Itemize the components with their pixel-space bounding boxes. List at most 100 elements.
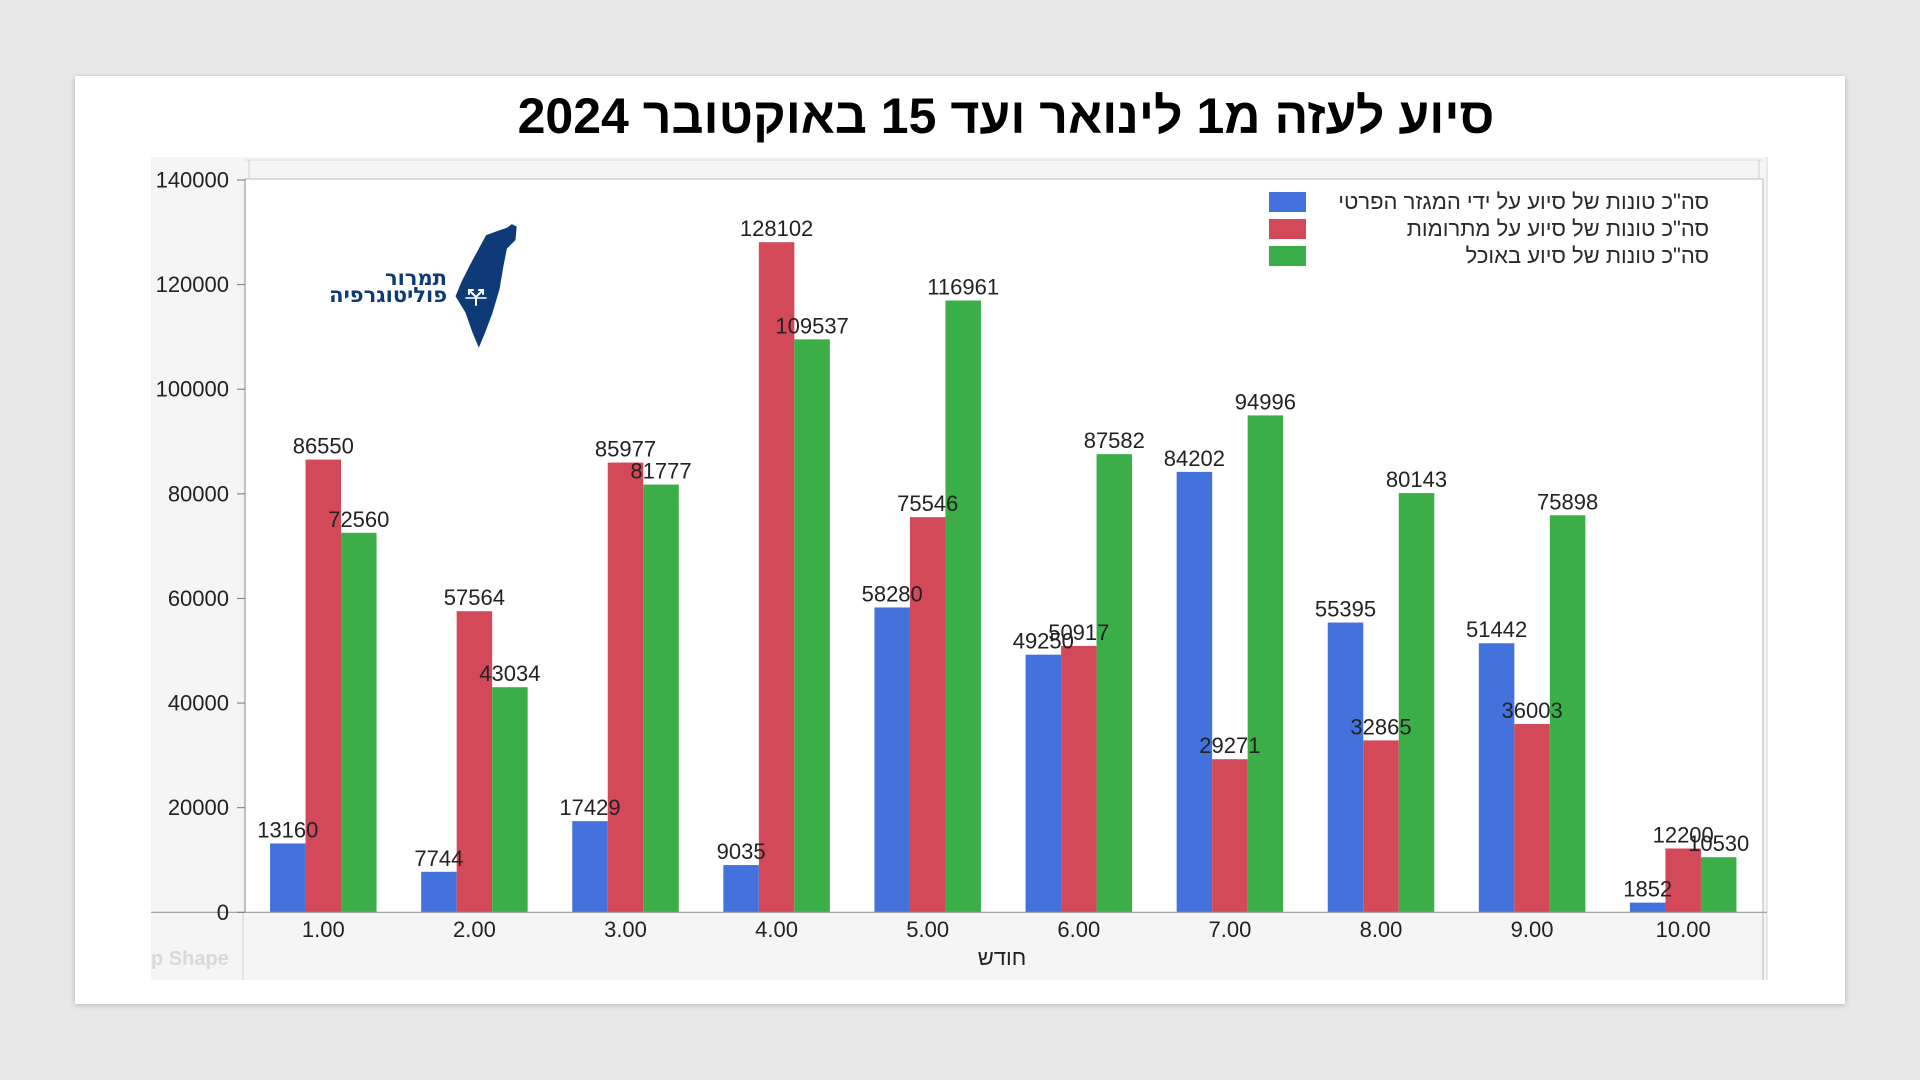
x-tick-label: 2.00 xyxy=(453,917,496,942)
bar-private-sector-month-10 xyxy=(1629,902,1666,913)
data-label-donations-month-6: 50917 xyxy=(1048,620,1109,645)
y-axis: 0 20000 40000 60000 80000 100000 120000 140000 xyxy=(156,168,245,925)
data-label-private-sector-month-7: 84202 xyxy=(1164,446,1225,471)
legend-label-private-sector: סה"כ טונות של סיוע על ידי המגזר הפרטי xyxy=(1338,189,1709,214)
legend-swatch-food xyxy=(1269,246,1306,266)
data-label-private-sector-month-9: 51442 xyxy=(1466,617,1527,642)
bar-food-month-9 xyxy=(1549,515,1586,913)
data-label-food-month-8: 80143 xyxy=(1386,467,1447,492)
x-tick-label: 6.00 xyxy=(1057,917,1100,942)
data-label-donations-month-2: 57564 xyxy=(444,585,505,610)
bar-food-month-10 xyxy=(1700,857,1737,913)
bar-donations-month-6 xyxy=(1061,645,1097,913)
bar-private-sector-month-4 xyxy=(723,865,759,913)
data-label-private-sector-month-2: 7744 xyxy=(414,846,463,871)
legend-label-donations: סה"כ טונות של סיוע על מתרומות xyxy=(1406,216,1709,241)
bar-food-month-7 xyxy=(1247,415,1284,913)
bar-food-month-3 xyxy=(643,484,679,913)
data-label-donations-month-8: 32865 xyxy=(1350,714,1411,739)
x-tick-label: 3.00 xyxy=(604,917,647,942)
bar-food-month-5 xyxy=(945,300,981,913)
y-tick-label: 100000 xyxy=(156,377,229,402)
logo xyxy=(455,224,517,348)
data-label-private-sector-month-5: 58280 xyxy=(862,581,923,606)
bar-food-month-6 xyxy=(1096,454,1133,913)
y-tick-label: 140000 xyxy=(156,168,229,193)
data-label-food-month-5: 116961 xyxy=(927,275,999,300)
data-label-donations-month-7: 29271 xyxy=(1199,733,1260,758)
y-tick-label: 20000 xyxy=(168,795,229,820)
bar-donations-month-3 xyxy=(607,462,644,913)
data-label-donations-month-1: 86550 xyxy=(293,434,354,459)
bar-donations-month-4 xyxy=(758,242,795,913)
bar-private-sector-month-7 xyxy=(1176,471,1213,913)
data-label-food-month-10: 10530 xyxy=(1688,831,1749,856)
legend-item-donations: סה"כ טונות של סיוע על מתרומות xyxy=(1269,217,1709,241)
legend-item-food: סה"כ טונות של סיוע באוכל xyxy=(1269,244,1709,268)
data-label-donations-month-10: 12200 xyxy=(1653,822,1714,847)
road-sign-fork-icon xyxy=(465,289,487,306)
data-label-private-sector-month-3: 17429 xyxy=(559,795,620,820)
bar-donations-month-1 xyxy=(305,459,342,913)
x-tick-label: 5.00 xyxy=(906,917,949,942)
data-label-food-month-9: 75898 xyxy=(1537,489,1598,514)
bar-private-sector-month-9 xyxy=(1478,643,1515,913)
data-label-donations-month-3: 85977 xyxy=(595,437,656,462)
bar-donations-month-9 xyxy=(1514,723,1550,913)
bar-donations-month-8 xyxy=(1363,740,1399,913)
data-label-private-sector-month-6: 49250 xyxy=(1013,629,1074,654)
bars-group xyxy=(270,242,1737,913)
bar-food-month-8 xyxy=(1398,493,1435,913)
x-tick-label: 8.00 xyxy=(1360,917,1403,942)
x-axis-title: חודש xyxy=(977,945,1027,970)
x-axis: 1.00 2.00 3.00 4.00 5.00 6.00 7.00 8.00 9.00 10.0… xyxy=(302,917,1711,942)
bar-private-sector-month-8 xyxy=(1327,622,1364,913)
x-tick-label: 9.00 xyxy=(1511,917,1554,942)
bar-food-month-1 xyxy=(341,532,377,913)
bar-food-month-2 xyxy=(492,687,528,913)
bar-private-sector-month-6 xyxy=(1025,654,1062,913)
data-label-private-sector-month-4: 9035 xyxy=(717,839,766,864)
data-label-food-month-3: 81777 xyxy=(630,459,691,484)
legend-label-food: סה"כ טונות של סיוע באוכל xyxy=(1465,243,1709,268)
bar-donations-month-7 xyxy=(1212,759,1248,913)
y-tick-label: 40000 xyxy=(168,691,229,716)
bar-donations-month-5 xyxy=(909,517,946,913)
y-tick-label: 0 xyxy=(217,900,229,925)
legend-swatch-donations xyxy=(1269,219,1306,239)
data-label-food-month-7: 94996 xyxy=(1235,389,1296,414)
legend-swatch-private-sector xyxy=(1269,192,1306,212)
bar-food-month-4 xyxy=(794,339,830,913)
y-tick-label: 120000 xyxy=(156,272,229,297)
bar-donations-month-2 xyxy=(456,611,493,913)
israel-map-icon xyxy=(455,224,517,348)
x-tick-label: 4.00 xyxy=(755,917,798,942)
bar-private-sector-month-1 xyxy=(270,843,306,913)
bar-private-sector-month-3 xyxy=(572,821,608,913)
bar-private-sector-month-5 xyxy=(874,607,910,913)
bar-private-sector-month-2 xyxy=(421,871,457,913)
map-shape-zone-label: p Shape xyxy=(151,948,229,970)
data-label-donations-month-5: 75546 xyxy=(897,491,958,516)
x-tick-label: 1.00 xyxy=(302,917,345,942)
data-labels-group: 13160 7744 17429 9035 58280 49250 84202 55395 51… xyxy=(257,216,1749,901)
y-tick-label: 60000 xyxy=(168,586,229,611)
legend-item-private-sector: סה"כ טונות של סיוע על ידי המגזר הפרטי xyxy=(1269,190,1709,214)
x-tick-label: 10.00 xyxy=(1656,917,1711,942)
data-label-food-month-2: 43034 xyxy=(479,661,540,686)
bar-donations-month-10 xyxy=(1665,848,1701,913)
data-label-donations-month-9: 36003 xyxy=(1502,698,1563,723)
data-label-private-sector-month-8: 55395 xyxy=(1315,597,1376,622)
data-label-food-month-1: 72560 xyxy=(328,507,389,532)
y-tick-label: 80000 xyxy=(168,481,229,506)
data-label-private-sector-month-1: 13160 xyxy=(257,817,318,842)
x-tick-label: 7.00 xyxy=(1208,917,1251,942)
logo-text-line1: תמרור xyxy=(384,266,447,290)
data-label-private-sector-month-10: 1852 xyxy=(1623,877,1672,902)
data-label-food-month-6: 87582 xyxy=(1084,428,1145,453)
data-label-food-month-4: 109537 xyxy=(775,313,848,338)
chart-title: סיוע לעזה מ1 לינואר ועד 15 באוקטובר 2024 xyxy=(517,88,1495,144)
logo-text-line2: פוליטוגרפיה xyxy=(329,283,447,307)
data-label-donations-month-4: 128102 xyxy=(740,216,813,241)
